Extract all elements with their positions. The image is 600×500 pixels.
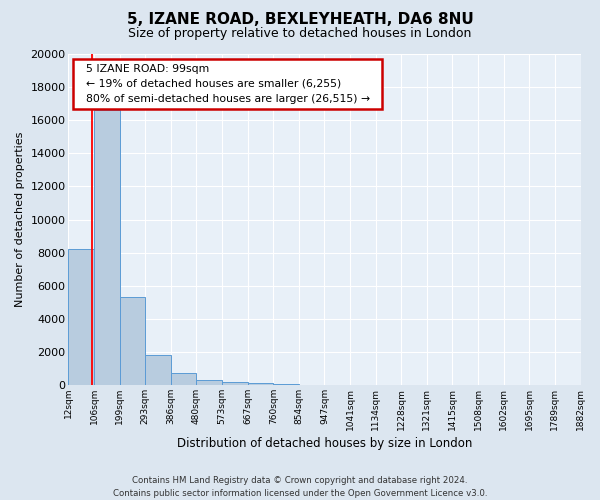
Bar (68, 250, 94, 385)
Bar (196, 380, 222, 385)
Bar (248, 382, 273, 385)
Bar (222, 382, 248, 385)
Y-axis label: Number of detached properties: Number of detached properties (15, 132, 25, 308)
Bar (273, 384, 299, 385)
X-axis label: Distribution of detached houses by size in London: Distribution of detached houses by size … (177, 437, 472, 450)
Bar (145, 356, 171, 385)
Bar (119, 298, 145, 385)
Bar (171, 372, 196, 385)
Text: 5, IZANE ROAD, BEXLEYHEATH, DA6 8NU: 5, IZANE ROAD, BEXLEYHEATH, DA6 8NU (127, 12, 473, 28)
Bar (94, 110, 119, 385)
Text: Contains HM Land Registry data © Crown copyright and database right 2024.
Contai: Contains HM Land Registry data © Crown c… (113, 476, 487, 498)
Text: 5 IZANE ROAD: 99sqm
  ← 19% of detached houses are smaller (6,255)
  80% of semi: 5 IZANE ROAD: 99sqm ← 19% of detached ho… (79, 64, 377, 104)
Text: Size of property relative to detached houses in London: Size of property relative to detached ho… (128, 28, 472, 40)
